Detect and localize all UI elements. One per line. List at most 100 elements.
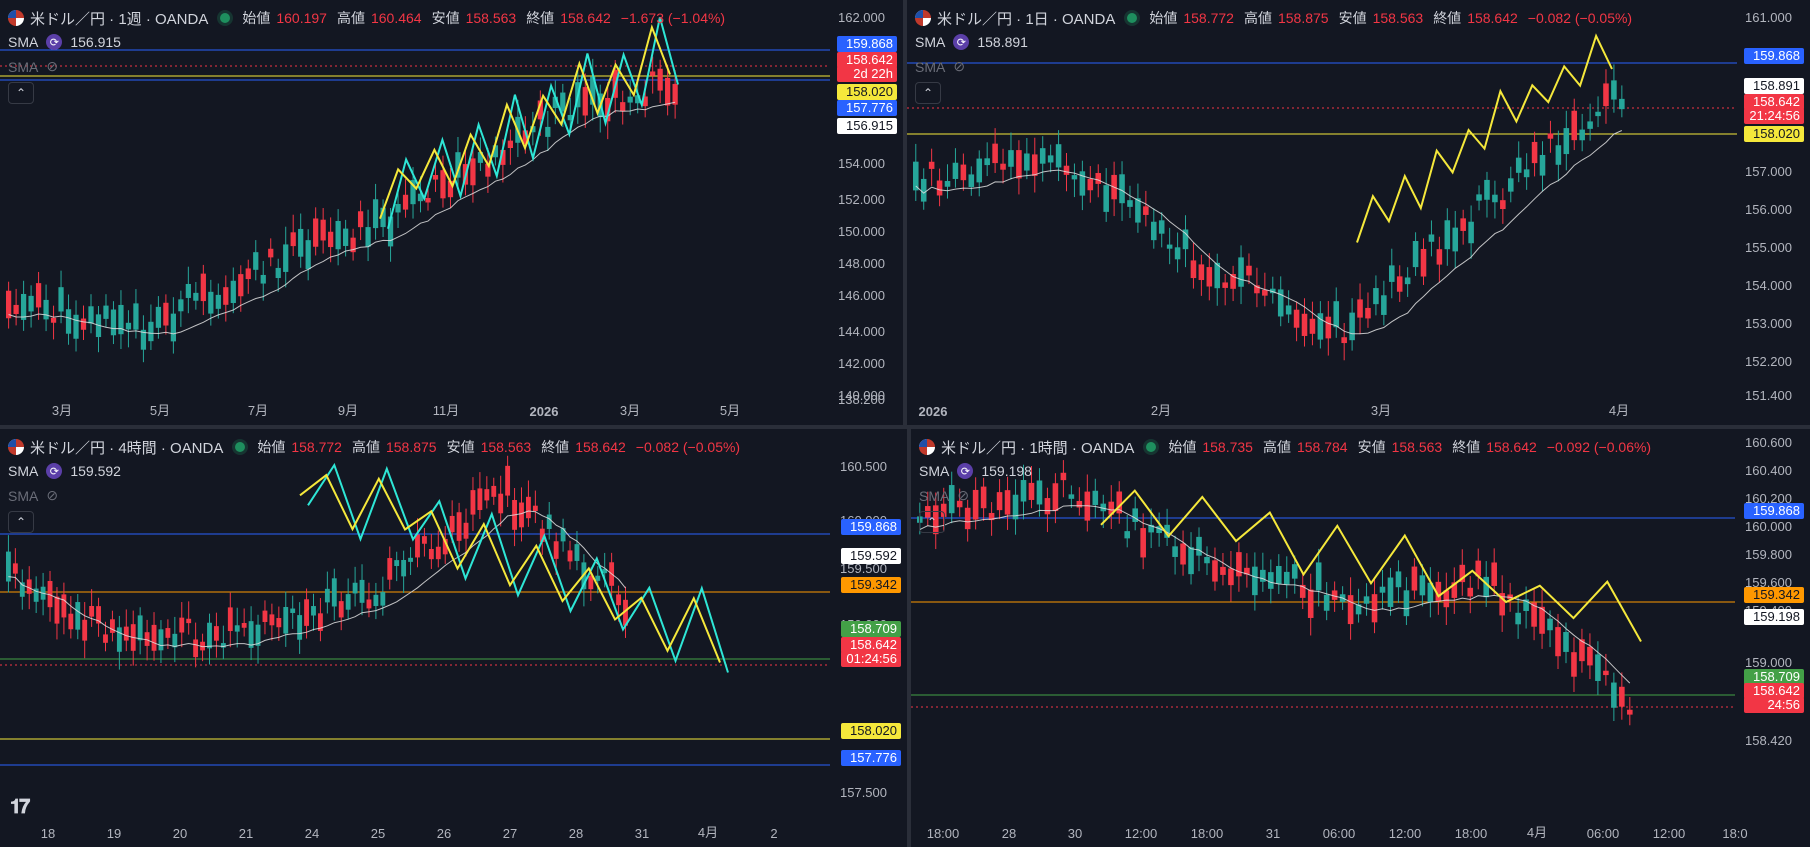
price-tag: 158.642: [841, 637, 901, 653]
candle: [1230, 265, 1236, 302]
time-axis-label: 7月: [247, 403, 269, 418]
candle: [1276, 554, 1282, 594]
candlestick-chart[interactable]: [911, 429, 1810, 847]
candle: [61, 582, 67, 635]
candlestick-chart[interactable]: [0, 0, 903, 425]
sma-indicator-row-hidden[interactable]: SMA ⊘: [8, 487, 58, 504]
candle: [1116, 481, 1123, 524]
candle: [1180, 530, 1186, 576]
candle: [1427, 567, 1434, 618]
collapse-legend-button[interactable]: ⌃: [8, 82, 34, 104]
candle: [1206, 253, 1213, 301]
candle: [1436, 236, 1443, 283]
candle: [1299, 573, 1306, 610]
sma-label: SMA: [915, 58, 946, 75]
sma-indicator-row-hidden[interactable]: SMA ⊘: [919, 487, 969, 504]
candle: [352, 566, 358, 607]
low-label: 安値: [431, 10, 460, 26]
time-axis-label: 18: [40, 826, 56, 841]
sma-line: [915, 130, 1623, 335]
candle: [505, 455, 511, 507]
price-axis-label: 160.400: [1745, 463, 1792, 478]
collapse-legend-button[interactable]: ⌃: [8, 511, 34, 533]
candle: [1611, 672, 1617, 722]
time-axis-label: 31: [1265, 826, 1281, 841]
candle: [1619, 672, 1625, 720]
time-axis-label: 2月: [1150, 403, 1172, 418]
candle: [1579, 628, 1585, 673]
candle: [1499, 575, 1505, 632]
time-axis-label: 3月: [619, 403, 641, 418]
candlestick-chart[interactable]: [907, 0, 1810, 425]
sma-indicator-row-hidden[interactable]: SMA ⊘: [915, 58, 965, 75]
sma-indicator-row-hidden[interactable]: SMA ⊘: [8, 58, 58, 75]
close-value: 158.642: [575, 439, 626, 455]
candle: [442, 526, 448, 564]
price-axis-label: 162.000: [838, 10, 885, 25]
usd-jpy-flag-icon: [919, 439, 935, 455]
sma-indicator-row[interactable]: SMA ⟳ 156.915: [8, 34, 121, 50]
chart-pane-1h[interactable]: 米ドル／円 · 1時間 · OANDA 始値 158.735 高値 158.784 安値 1…: [911, 429, 1810, 847]
price-tag: 24:56: [1744, 697, 1804, 713]
price-axis-label: 159.600: [1745, 575, 1792, 590]
price-tag: 158.709: [841, 621, 901, 637]
candle: [328, 217, 334, 263]
sma-label: SMA: [919, 487, 950, 504]
price-axis-label: 150.000: [838, 224, 885, 239]
candle: [635, 82, 641, 114]
symbol-title: 米ドル／円 · 1週 · OANDA: [30, 10, 209, 28]
close-value: 158.642: [1467, 10, 1518, 26]
candle: [1095, 164, 1102, 198]
candle: [932, 492, 939, 550]
candle: [1595, 96, 1601, 128]
candle: [1270, 276, 1276, 304]
candle: [1079, 160, 1086, 211]
sma-indicator-row[interactable]: SMA ⟳ 159.592: [8, 463, 121, 479]
price-tag: 159.592: [841, 548, 901, 564]
change-value: −0.082 (−0.05%): [1527, 10, 1633, 26]
candle: [125, 310, 132, 348]
chart-pane-4h[interactable]: 米ドル／円 · 4時間 · OANDA 始値 158.772 高値 158.875 安値 1…: [0, 429, 907, 847]
time-axis-label: 24: [304, 826, 320, 841]
candlestick-chart[interactable]: [0, 429, 907, 847]
candle: [1492, 180, 1498, 219]
price-axis-label: 144.000: [838, 324, 885, 339]
candle: [1127, 185, 1133, 218]
chart-pane-daily[interactable]: 米ドル／円 · 1日 · OANDA 始値 158.772 高値 158.875 安値 15…: [907, 0, 1810, 425]
candle: [1309, 301, 1316, 346]
sma-indicator-row[interactable]: SMA ⟳ 158.891: [915, 34, 1028, 50]
price-tag: 159.868: [1744, 48, 1804, 64]
candle: [193, 281, 199, 310]
time-axis-label: 19: [106, 826, 122, 841]
price-axis-label: 160.500: [840, 459, 887, 474]
candle: [103, 621, 108, 652]
high-value: 158.875: [385, 439, 437, 455]
market-status-icon: [220, 13, 231, 23]
candle: [1060, 460, 1067, 498]
sma-label: SMA: [919, 463, 950, 479]
candle: [387, 546, 393, 590]
candle: [1475, 548, 1482, 590]
chart-pane-weekly[interactable]: 米ドル／円 · 1週 · OANDA 始値 160.197 高値 160.464 安値 15…: [0, 0, 903, 425]
low-value: 158.563: [1391, 439, 1443, 455]
candle: [253, 240, 259, 281]
candle: [1301, 298, 1308, 347]
sma-indicator-row[interactable]: SMA ⟳ 159.198: [919, 463, 1032, 479]
candle: [1323, 582, 1330, 621]
candle: [1587, 103, 1593, 141]
candle: [1291, 555, 1298, 594]
zigzag-line-yellow: [299, 473, 721, 663]
candle: [401, 550, 407, 593]
usd-jpy-flag-icon: [8, 10, 24, 26]
candle: [1523, 586, 1529, 629]
low-value: 158.563: [480, 439, 532, 455]
candle: [417, 176, 424, 213]
candle: [170, 297, 176, 354]
collapse-legend-button[interactable]: ⌃: [919, 511, 945, 533]
time-axis-label: 06:00: [1586, 826, 1620, 841]
time-axis-label: 06:00: [1322, 826, 1356, 841]
collapse-legend-button[interactable]: ⌃: [915, 82, 941, 104]
candle: [1277, 276, 1284, 327]
candle: [1379, 569, 1386, 610]
candle: [1460, 209, 1466, 245]
